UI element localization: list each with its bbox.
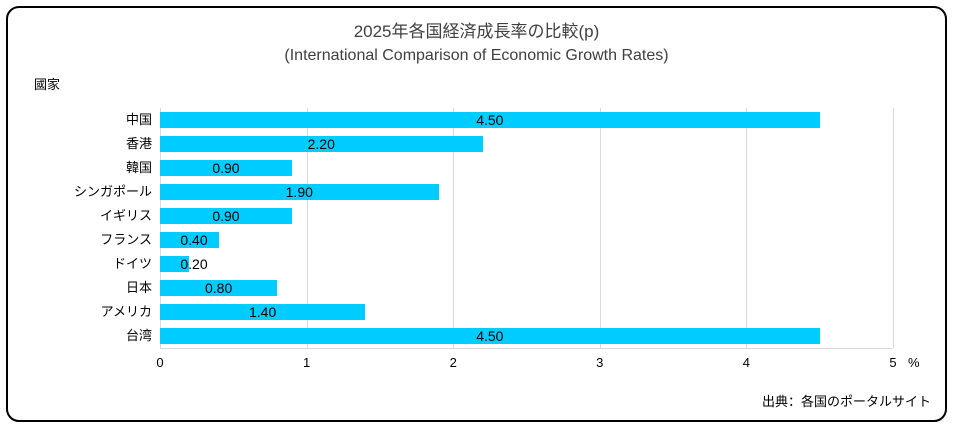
- bar-row: 0.90: [160, 160, 893, 176]
- bar-シンガポール: [160, 184, 439, 200]
- bar-value-label: 0.20: [180, 256, 208, 272]
- bar-アメリカ: [160, 304, 366, 320]
- gridline: [160, 108, 161, 348]
- bar-value-label: 4.50: [476, 112, 504, 128]
- bar-value-label: 0.40: [180, 232, 208, 248]
- category-label-香港: 香港: [125, 136, 152, 151]
- category-label-アメリカ: アメリカ: [100, 304, 152, 319]
- bar-value-label: 0.90: [212, 208, 240, 224]
- x-tick-label: 5: [889, 355, 897, 370]
- category-label-中国: 中国: [125, 112, 152, 127]
- category-label-ドイツ: ドイツ: [112, 256, 152, 271]
- chart-subtitle: (International Comparison of Economic Gr…: [284, 47, 669, 64]
- bar-ドイツ: [160, 256, 190, 272]
- category-label-台湾: 台湾: [125, 328, 152, 343]
- x-axis-unit-label: %: [908, 355, 920, 370]
- gridline: [893, 108, 894, 348]
- bar-row: 4.50: [160, 328, 893, 344]
- bar-value-label: 2.20: [307, 136, 335, 152]
- x-tick-label: 4: [742, 355, 751, 370]
- bar-row: 0.20: [160, 256, 893, 272]
- bar-韓国: [160, 160, 292, 176]
- gridline: [746, 108, 748, 348]
- x-tick-label: 3: [596, 355, 604, 370]
- source-note: 出典：各国のポータルサイト: [761, 394, 931, 409]
- bar-value-label: 0.90: [212, 160, 240, 176]
- bar-value-label: 0.80: [205, 280, 233, 296]
- x-tick-label: 2: [449, 355, 457, 370]
- bar-value-label: 4.50: [476, 328, 504, 344]
- category-label-フランス: フランス: [100, 232, 152, 247]
- bar-フランス: [160, 232, 219, 248]
- gridline: [599, 108, 601, 348]
- x-tick-label: 1: [302, 355, 311, 370]
- y-axis-title: 國家: [34, 77, 61, 92]
- x-tick-label: 0: [156, 355, 164, 370]
- category-label-シンガポール: シンガポール: [73, 184, 152, 199]
- bar-row: 1.40: [160, 304, 893, 320]
- bar-value-label: 1.40: [248, 304, 277, 320]
- bar-value-label: 1.90: [285, 184, 313, 200]
- bar-row: 1.90: [160, 184, 893, 200]
- bar-row: 0.40: [160, 232, 893, 248]
- category-label-日本: 日本: [125, 280, 152, 295]
- bar-row: 0.80: [160, 280, 893, 296]
- plot-area: 4.50 2.20 0.90 1.90 0.90 0.40 0.20 0.80 1.40 4.50: [160, 108, 894, 349]
- gridline: [453, 108, 455, 348]
- bar-香港: [160, 136, 483, 152]
- bar-row: 2.20: [160, 136, 893, 152]
- category-label-韓国: 韓国: [125, 160, 152, 175]
- gridline: [306, 108, 308, 348]
- bar-イギリス: [160, 208, 292, 224]
- bar-row: 4.50: [160, 112, 893, 128]
- chart-title: 2025年各国経済成長率の比較(p): [353, 22, 600, 41]
- bar-row: 0.90: [160, 208, 893, 224]
- bar-中国: [160, 112, 820, 128]
- category-label-イギリス: イギリス: [99, 208, 152, 223]
- bar-台湾: [160, 328, 820, 344]
- bar-日本: [160, 280, 278, 296]
